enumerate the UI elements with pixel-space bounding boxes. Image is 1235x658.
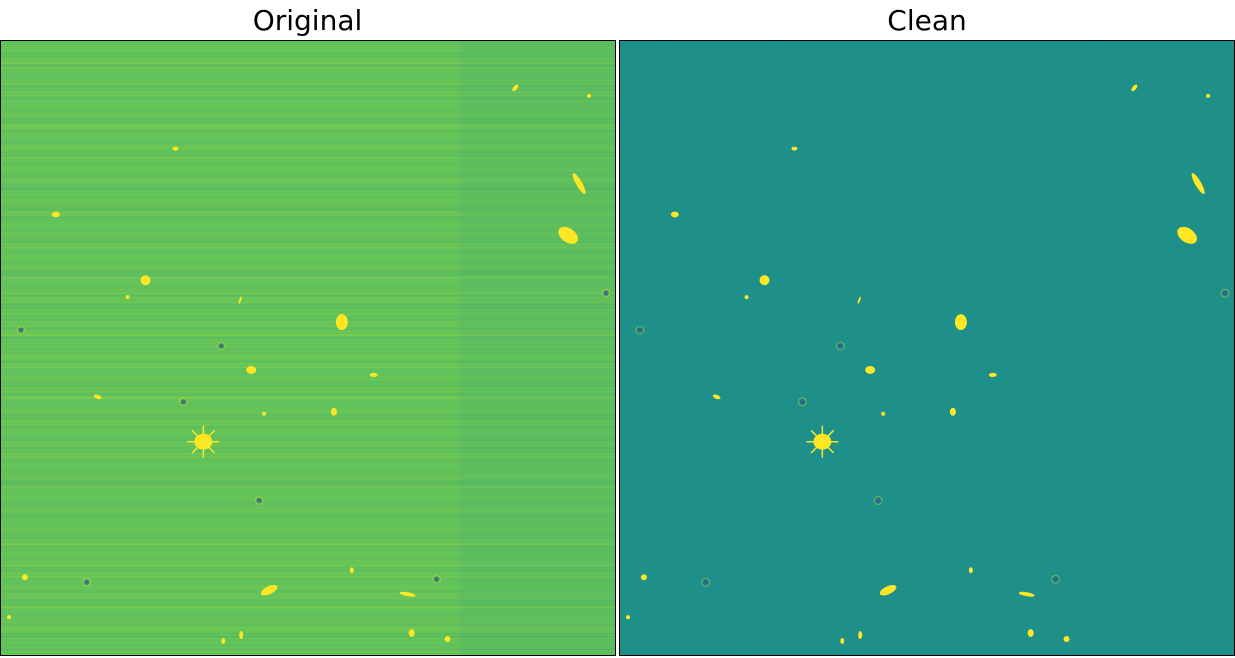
bright-source	[881, 411, 886, 416]
faint-source	[701, 577, 711, 587]
diffraction-spike	[191, 429, 216, 454]
faint-source	[797, 397, 807, 407]
bright-source	[330, 407, 337, 416]
bright-source	[51, 211, 60, 218]
bright-source	[239, 631, 244, 640]
bright-source	[988, 372, 997, 377]
bright-source	[349, 567, 354, 574]
bright-source	[1063, 636, 1070, 643]
bright-source	[369, 372, 378, 377]
bright-source	[1131, 84, 1138, 92]
faint-source	[16, 325, 26, 335]
diffraction-spike	[810, 429, 835, 454]
faint-source	[254, 496, 264, 505]
bright-source	[954, 314, 967, 331]
bright-source	[712, 394, 721, 400]
bright-source	[1018, 591, 1035, 597]
faint-source	[216, 341, 226, 351]
image-background	[1, 41, 615, 655]
bright-source	[512, 84, 519, 92]
bright-source	[879, 584, 897, 596]
bright-source	[1027, 629, 1034, 638]
bright-source	[262, 411, 267, 416]
bright-source	[744, 295, 749, 300]
faint-source	[635, 325, 645, 335]
faint-source	[178, 397, 188, 407]
bright-source	[558, 226, 578, 244]
faint-source	[835, 341, 845, 351]
bright-source	[670, 211, 679, 218]
bright-source	[6, 615, 11, 620]
faint-source	[1220, 288, 1230, 298]
image-background	[620, 41, 1234, 655]
bright-source	[949, 407, 956, 416]
bright-source	[572, 173, 586, 195]
bright-source	[857, 296, 861, 304]
bright-source	[840, 638, 845, 645]
bright-source	[759, 275, 770, 286]
bright-source	[221, 638, 226, 645]
bright-source	[172, 146, 179, 151]
faint-source	[873, 496, 883, 505]
bright-source	[21, 574, 28, 581]
bright-source	[625, 615, 630, 620]
bright-source	[125, 295, 130, 300]
bright-source	[587, 93, 592, 98]
bright-source	[640, 574, 647, 581]
bright-source	[260, 584, 278, 596]
image-panel-original	[0, 40, 616, 656]
bright-source	[858, 631, 863, 640]
bright-source	[399, 591, 416, 597]
bright-source	[408, 629, 415, 638]
bright-source	[335, 314, 348, 331]
image-panel-clean	[619, 40, 1235, 656]
faint-source	[1051, 574, 1061, 584]
bright-source	[791, 146, 798, 151]
bright-source	[238, 296, 242, 304]
bright-source	[1177, 226, 1197, 244]
bright-source	[865, 365, 876, 374]
faint-source	[432, 574, 442, 584]
panel-title-original: Original	[252, 4, 363, 37]
faint-source	[601, 288, 611, 298]
bright-source	[968, 567, 973, 574]
bright-source	[1191, 173, 1205, 195]
bright-source	[444, 636, 451, 643]
panel-title-clean: Clean	[887, 4, 967, 37]
bright-source	[246, 365, 257, 374]
faint-source	[82, 577, 92, 587]
original-image	[1, 41, 615, 655]
bright-source	[1206, 93, 1211, 98]
bright-source	[140, 275, 151, 286]
bright-source	[93, 394, 102, 400]
clean-image	[620, 41, 1234, 655]
